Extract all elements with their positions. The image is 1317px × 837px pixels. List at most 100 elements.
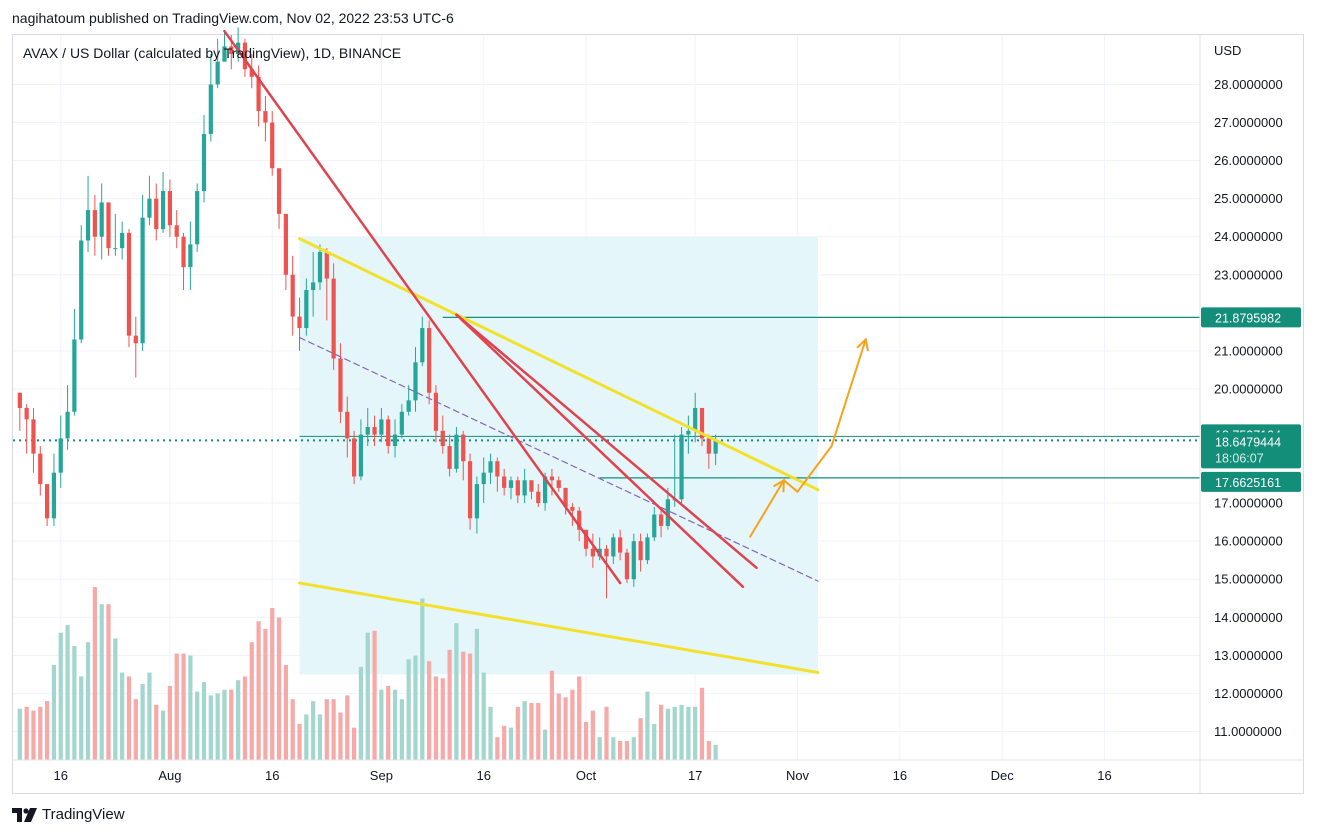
- volume-bar: [276, 617, 282, 760]
- volume-bar: [611, 737, 616, 760]
- y-tick-label: 11.0000000: [1214, 724, 1282, 739]
- x-tick-label: 16: [893, 768, 907, 783]
- volume-bar: [699, 687, 705, 760]
- volume-bar: [249, 642, 254, 760]
- candle-body: [345, 411, 350, 439]
- candle-body: [529, 480, 534, 492]
- x-tick-label: Dec: [991, 768, 1015, 783]
- candle-body: [706, 438, 711, 454]
- y-tick-label: 14.0000000: [1214, 610, 1283, 625]
- volume-bar: [693, 706, 698, 760]
- candle-body: [392, 434, 398, 447]
- trendline-1: [223, 29, 622, 585]
- y-tick-label: 16.0000000: [1214, 534, 1283, 549]
- candle-body: [652, 514, 657, 538]
- candle-body: [133, 335, 138, 344]
- volume-bar: [304, 714, 309, 760]
- candle-body: [618, 537, 623, 553]
- candle-body: [120, 232, 125, 249]
- candle-body: [474, 484, 479, 519]
- candle-body: [611, 537, 616, 557]
- candle-body: [317, 251, 323, 283]
- footer-brand[interactable]: TradingView: [12, 806, 125, 823]
- y-tick-label: 26.0000000: [1214, 153, 1283, 168]
- candle-body: [358, 434, 364, 477]
- volume-bar: [106, 604, 111, 760]
- candle-body: [276, 168, 282, 214]
- volume-bar: [461, 651, 466, 760]
- volume-bar: [229, 689, 234, 760]
- volume-bar: [160, 710, 166, 760]
- volume-bar: [311, 701, 316, 760]
- candle-body: [631, 541, 636, 580]
- current-price-box: [1201, 432, 1301, 469]
- volume-bar: [652, 723, 657, 760]
- volume-bar: [270, 608, 275, 760]
- tradingview-logo-icon: [12, 807, 37, 822]
- candle-body: [604, 548, 609, 557]
- candle-body: [563, 487, 568, 507]
- price-label-box: [1201, 307, 1301, 328]
- candle-body: [406, 400, 411, 412]
- volume-bar: [508, 727, 514, 760]
- volume-bar: [577, 676, 582, 760]
- volume-bar: [624, 741, 630, 760]
- candle-body: [58, 438, 63, 473]
- candle-body: [679, 434, 684, 500]
- volume-bar: [420, 598, 425, 760]
- volume-bar: [713, 744, 718, 760]
- candle-body: [270, 122, 275, 169]
- candle-body: [290, 274, 295, 317]
- candle-body: [508, 480, 514, 488]
- candle-body: [624, 552, 630, 580]
- y-tick-label: 21.0000000: [1214, 343, 1283, 358]
- volume-bar: [85, 642, 91, 760]
- candle-body: [658, 514, 664, 526]
- candle-body: [208, 84, 213, 134]
- candle-body: [126, 232, 132, 336]
- volume-bar: [345, 695, 350, 760]
- volume-bar: [597, 737, 602, 760]
- candle-body: [38, 453, 43, 485]
- candle-body: [583, 529, 589, 549]
- candle-body: [351, 438, 357, 477]
- candle-body: [195, 191, 200, 245]
- arrow-head: [856, 337, 869, 352]
- volume-bar: [51, 665, 57, 760]
- candle-body: [154, 198, 159, 230]
- candle-body: [44, 484, 50, 519]
- candle-body: [263, 111, 268, 123]
- candle-body: [638, 541, 643, 561]
- candle-body: [481, 472, 486, 485]
- candle-body: [99, 202, 104, 237]
- volume-bar: [140, 684, 145, 760]
- volume-bar: [686, 706, 691, 760]
- volume-bar: [583, 722, 589, 760]
- volume-bar: [386, 685, 391, 760]
- candle-body: [229, 46, 234, 55]
- y-tick-label: 15.0000000: [1214, 572, 1283, 587]
- candle-body: [386, 419, 391, 447]
- volume-bar: [556, 693, 561, 760]
- volume-bar: [181, 653, 186, 760]
- candle-body: [502, 476, 507, 488]
- x-tick-label: Sep: [370, 768, 393, 783]
- candle-body: [440, 430, 445, 447]
- candle-body: [549, 476, 555, 481]
- candle-body: [570, 506, 575, 511]
- volume-bar: [549, 670, 555, 760]
- channel-lower-line: [298, 581, 820, 674]
- symbol-title[interactable]: AVAX / US Dollar (calculated by TradingV…: [23, 45, 402, 61]
- candle-body: [379, 419, 384, 435]
- countdown-label: 18:06:07: [1215, 451, 1264, 465]
- volume-bar: [631, 737, 636, 760]
- volume-bar: [372, 630, 377, 760]
- trendline-3: [455, 313, 758, 570]
- x-tick-label: 17: [688, 768, 702, 783]
- volume-bar: [65, 625, 70, 760]
- candle-body: [454, 434, 459, 469]
- volume-bar: [358, 666, 364, 760]
- volume-bar: [590, 710, 595, 760]
- candle-body: [215, 61, 220, 85]
